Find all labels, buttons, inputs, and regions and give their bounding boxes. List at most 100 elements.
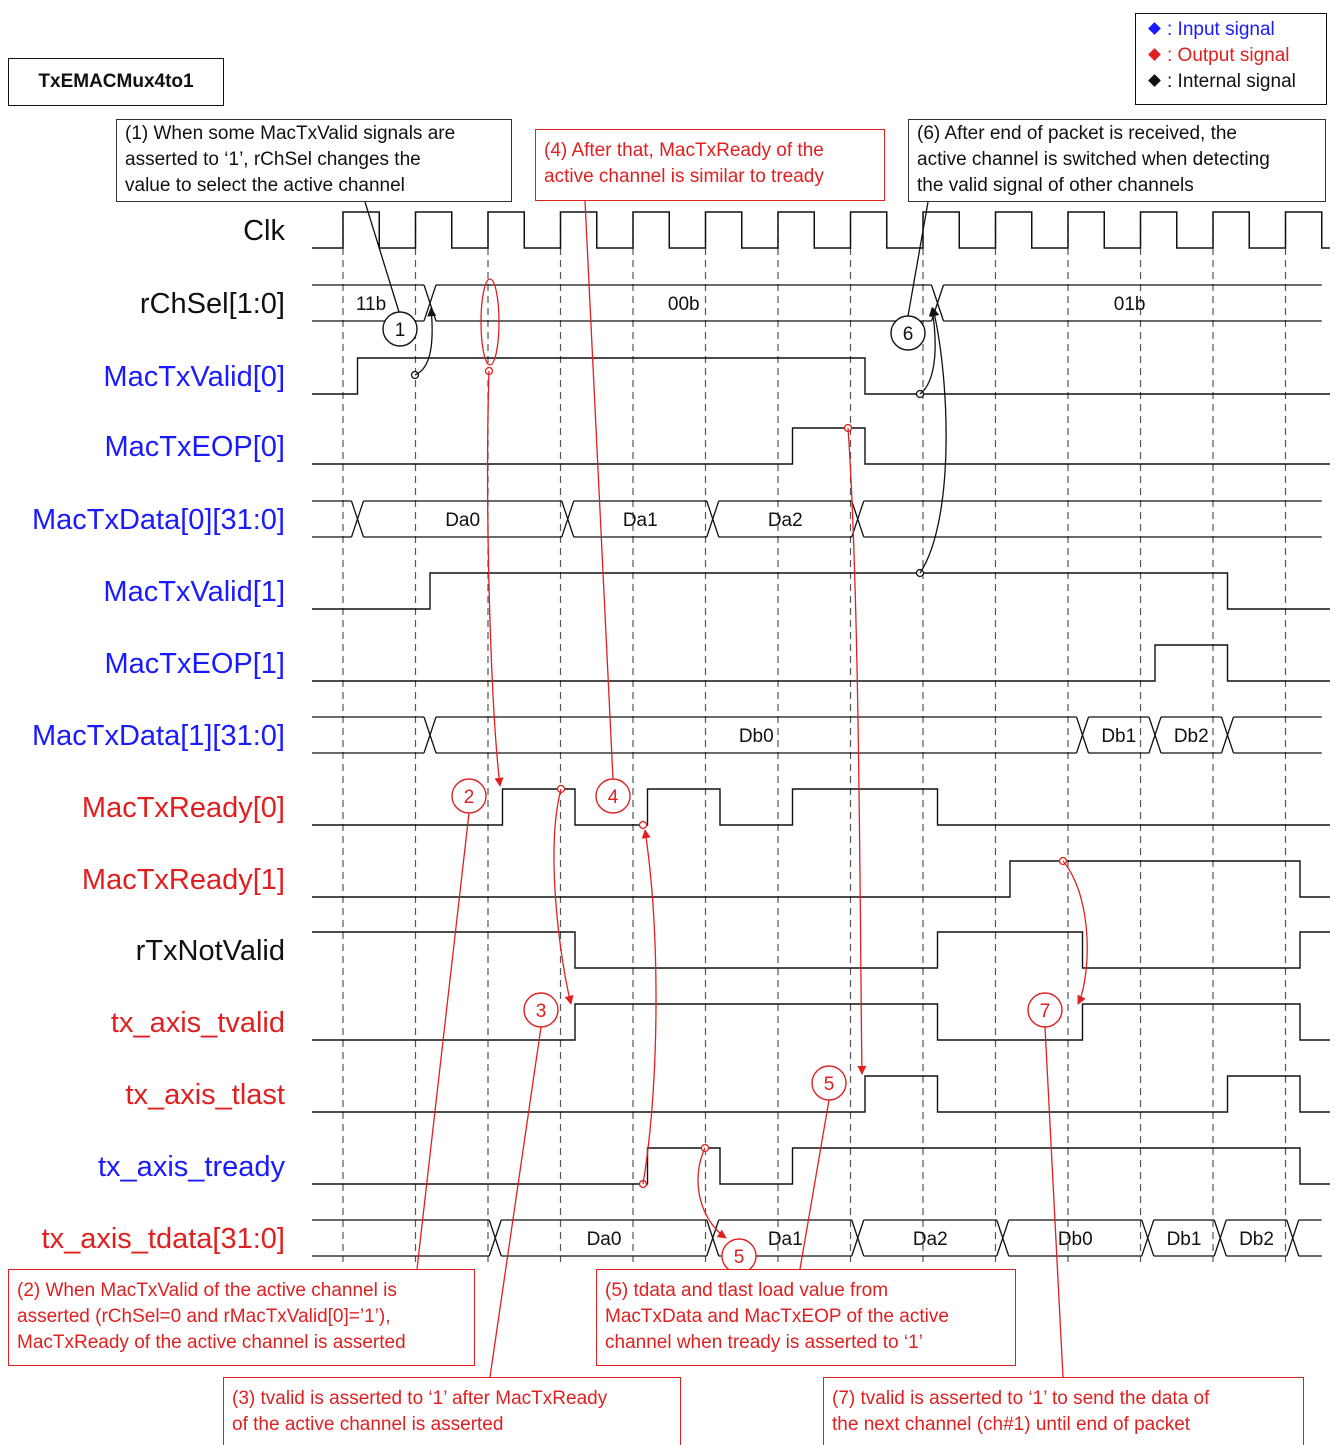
bus-value-label: Db1: [1101, 726, 1136, 747]
signal-waveform: [312, 427, 1330, 465]
signal-label: tx_axis_tdata[31:0]: [42, 1223, 285, 1255]
signal-label: MacTxReady[0]: [82, 792, 285, 824]
leader-line: [489, 1026, 542, 1378]
step-marker: 7: [1027, 992, 1063, 1028]
diamond-icon: [1148, 74, 1161, 87]
signal-label: MacTxValid[1]: [103, 576, 285, 608]
step-marker: 4: [595, 778, 631, 814]
step-marker: 2: [451, 778, 487, 814]
leader-line: [799, 1099, 830, 1270]
cause-arrow: [486, 370, 504, 787]
step-marker-label: 5: [734, 1247, 745, 1268]
leader-line: [1044, 1026, 1064, 1378]
signal-waveform: [312, 1147, 1330, 1185]
signal-labels: Clk rChSel[1:0] MacTxValid[0] MacTxEOP[0] Ma…: [32, 215, 286, 1255]
bus-waveform: 11b 00b 01b: [312, 284, 1322, 322]
signal-waveform: [312, 644, 1330, 682]
bus-value-label: Da1: [623, 510, 658, 531]
cause-arrow: [919, 307, 938, 395]
module-title: TxEMACMux4to1: [8, 58, 224, 106]
cause-arrow: [847, 427, 867, 1075]
legend-internal: : Internal signal: [1144, 69, 1318, 95]
step-marker-circle: [595, 778, 631, 814]
step-marker: 6: [890, 315, 926, 351]
cause-arrow: [919, 307, 947, 574]
legend-input: : Input signal: [1144, 17, 1318, 43]
step-marker: 3: [523, 992, 559, 1028]
step-marker-label: 1: [395, 320, 406, 341]
bus-crossover: [996, 1219, 1010, 1257]
cause-arrow: [553, 788, 574, 1005]
bus-waveform: Da0 Da1 Da2 Db0 Db1 Db2: [312, 1219, 1322, 1257]
note-3: (3) tvalid is asserted to ‘1’ after MacT…: [223, 1377, 681, 1445]
signal-label: MacTxEOP[0]: [105, 431, 286, 463]
step-marker: 1: [382, 311, 418, 347]
step-marker-label: 6: [903, 324, 914, 345]
signal-waveform: [312, 572, 1330, 610]
diamond-icon: [1148, 22, 1161, 35]
signal-label: MacTxReady[1]: [82, 864, 285, 896]
event-dot: [638, 820, 648, 830]
bus-crossover: [1220, 716, 1235, 754]
signal-waveform: [312, 1075, 1330, 1113]
bus-value-label: 00b: [668, 294, 700, 315]
bus-value-label: Da0: [587, 1229, 622, 1250]
bus-value-label: 11b: [356, 294, 386, 315]
note-6: (6) After end of packet is received, the…: [908, 119, 1326, 202]
bus-value-label: Db0: [739, 726, 774, 747]
bus-crossover: [1075, 716, 1090, 754]
step-marker-circle: [1027, 992, 1063, 1028]
leader-line: [584, 200, 614, 780]
step-marker-label: 5: [824, 1074, 835, 1095]
signal-label: rTxNotValid: [136, 935, 285, 967]
signal-waveform: [312, 931, 1330, 969]
step-marker-circle: [890, 315, 926, 351]
bus-waveform: Da0 Da1 Da2: [312, 500, 1322, 538]
signal-waveform: [312, 788, 1330, 826]
bus-crossover: [706, 500, 720, 538]
signal-waveform: [312, 860, 1330, 898]
bus-value-label: Da2: [768, 510, 803, 531]
legend-output: : Output signal: [1144, 43, 1318, 69]
note-5: (5) tdata and tlast load value from MacT…: [596, 1269, 1016, 1366]
note-1: (1) When some MacTxValid signals are ass…: [116, 119, 512, 202]
legend: : Input signal : Output signal : Interna…: [1135, 13, 1327, 105]
step-marker: 5: [811, 1065, 847, 1101]
signal-waveform: [312, 357, 1330, 395]
cause-arrow: [641, 829, 657, 1185]
signal-label: MacTxData[0][31:0]: [32, 504, 285, 536]
bus-value-label: Da0: [445, 510, 480, 531]
signal-label: MacTxData[1][31:0]: [32, 720, 285, 752]
signal-label: tx_axis_tvalid: [111, 1007, 285, 1039]
step-marker-circle: [811, 1065, 847, 1101]
bus-crossover: [1148, 716, 1162, 754]
bus-crossover: [1141, 1219, 1155, 1257]
signal-label: tx_axis_tready: [98, 1151, 285, 1183]
clock-gridlines: [342, 212, 1287, 1262]
highlight-ellipse: [480, 278, 500, 366]
cause-arrow: [414, 307, 437, 376]
signal-label: MacTxEOP[1]: [105, 648, 286, 680]
bus-crossover: [423, 284, 437, 322]
clock-waveform: [312, 211, 1330, 249]
step-marker-label: 2: [464, 787, 475, 808]
bus-crossover: [1213, 1219, 1227, 1257]
step-marker: 5: [721, 1238, 757, 1274]
bus-crossover: [706, 1219, 720, 1257]
step-marker-label: 7: [1040, 1001, 1051, 1022]
note-2: (2) When MacTxValid of the active channe…: [8, 1269, 475, 1366]
diamond-icon: [1148, 48, 1161, 61]
note-4: (4) After that, MacTxReady of the active…: [535, 129, 885, 201]
leader-line: [364, 201, 400, 313]
cause-arrow: [1062, 860, 1088, 1005]
leader-line: [416, 812, 470, 1270]
bus-value-label: Db0: [1058, 1229, 1093, 1250]
step-marker-circle: [382, 311, 418, 347]
note-7: (7) tvalid is asserted to ‘1’ to send th…: [823, 1377, 1304, 1445]
bus-value-label: Da2: [913, 1229, 948, 1250]
bus-waveform: Db0 Db1 Db2: [312, 716, 1322, 754]
bus-value-label: Da1: [768, 1229, 803, 1250]
signal-waveform: [312, 1003, 1330, 1041]
